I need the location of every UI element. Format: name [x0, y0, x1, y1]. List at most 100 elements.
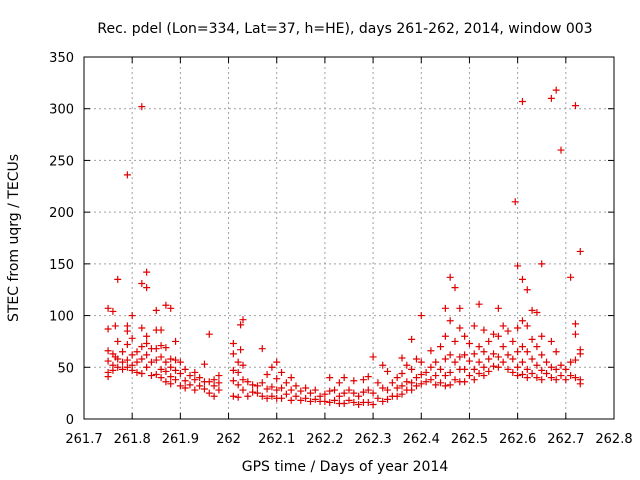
data-point: [143, 268, 151, 276]
data-point: [364, 373, 372, 381]
data-point: [494, 332, 502, 340]
y-tick-label: 350: [49, 51, 74, 66]
y-tick-label: 0: [66, 413, 74, 428]
data-point: [258, 379, 266, 387]
data-point: [408, 335, 416, 343]
data-point: [422, 378, 430, 386]
data-point: [538, 351, 546, 359]
data-point: [412, 355, 420, 363]
data-point: [567, 273, 575, 281]
data-point: [398, 354, 406, 362]
data-point: [128, 351, 136, 359]
data-point: [123, 363, 131, 371]
data-point: [239, 361, 247, 369]
data-point: [143, 363, 151, 371]
data-point: [321, 397, 329, 405]
data-point: [176, 382, 184, 390]
data-point: [326, 398, 334, 406]
data-point: [205, 389, 213, 397]
data-point: [379, 384, 387, 392]
data-point: [518, 358, 526, 366]
data-point: [287, 374, 295, 382]
data-point: [263, 371, 271, 379]
data-point: [475, 369, 483, 377]
data-point: [441, 332, 449, 340]
data-point: [403, 361, 411, 369]
data-point: [123, 356, 131, 364]
data-point: [461, 332, 469, 340]
data-point: [571, 330, 579, 338]
data-point: [432, 372, 440, 380]
data-point: [499, 343, 507, 351]
data-point: [465, 339, 473, 347]
data-point: [268, 383, 276, 391]
data-point: [128, 334, 136, 342]
data-point: [538, 332, 546, 340]
data-point: [393, 374, 401, 382]
data-point: [384, 386, 392, 394]
data-point: [350, 398, 358, 406]
data-point: [114, 275, 122, 283]
data-point: [523, 286, 531, 294]
data-point: [398, 390, 406, 398]
data-point: [514, 348, 522, 356]
data-point: [345, 386, 353, 394]
data-point: [263, 385, 271, 393]
y-axis-label: STEC from uqrg / TECUs: [6, 154, 22, 322]
data-point: [237, 346, 245, 354]
data-point: [215, 386, 223, 394]
data-point: [143, 332, 151, 340]
x-tick-label: 262.1: [258, 432, 295, 447]
data-point: [533, 361, 541, 369]
data-point: [119, 365, 127, 373]
data-point: [340, 399, 348, 407]
data-point: [490, 362, 498, 370]
data-point: [147, 372, 155, 380]
data-point: [547, 363, 555, 371]
data-point: [326, 374, 334, 382]
data-point: [499, 322, 507, 330]
x-tick-label: 262.4: [403, 432, 440, 447]
data-point: [162, 367, 170, 375]
data-point: [167, 363, 175, 371]
data-point: [528, 335, 536, 343]
data-point: [451, 284, 459, 292]
data-point: [229, 350, 237, 358]
data-point: [297, 396, 305, 404]
data-point: [461, 351, 469, 359]
data-point: [557, 372, 565, 380]
data-point: [571, 374, 579, 382]
data-point: [412, 382, 420, 390]
data-point: [229, 392, 237, 400]
data-point: [335, 379, 343, 387]
data-point: [104, 325, 112, 333]
data-point: [111, 322, 119, 330]
data-point: [138, 103, 146, 111]
data-point: [109, 366, 117, 374]
data-point: [384, 367, 392, 375]
data-point: [128, 366, 136, 374]
data-point: [480, 348, 488, 356]
data-point: [470, 350, 478, 358]
data-point: [167, 304, 175, 312]
data-point: [494, 304, 502, 312]
data-point: [287, 396, 295, 404]
data-point: [152, 371, 160, 379]
data-point: [237, 321, 245, 329]
data-point: [441, 382, 449, 390]
x-tick-label: 261.8: [114, 432, 151, 447]
x-tick-label: 261.7: [65, 432, 102, 447]
data-point: [528, 355, 536, 363]
y-tick-label: 200: [49, 206, 74, 221]
data-point: [384, 395, 392, 403]
data-point: [302, 394, 310, 402]
data-point: [437, 343, 445, 351]
y-tick-label: 300: [49, 103, 74, 118]
data-point: [258, 345, 266, 353]
data-point: [244, 378, 252, 386]
data-point: [133, 358, 141, 366]
axis-ticks: 261.7 261.8 261.9 262 262.1 262.2 262.3 262.4 26…: [49, 51, 632, 447]
data-point: [244, 392, 252, 400]
data-point: [340, 374, 348, 382]
x-tick-label: 262: [216, 432, 241, 447]
